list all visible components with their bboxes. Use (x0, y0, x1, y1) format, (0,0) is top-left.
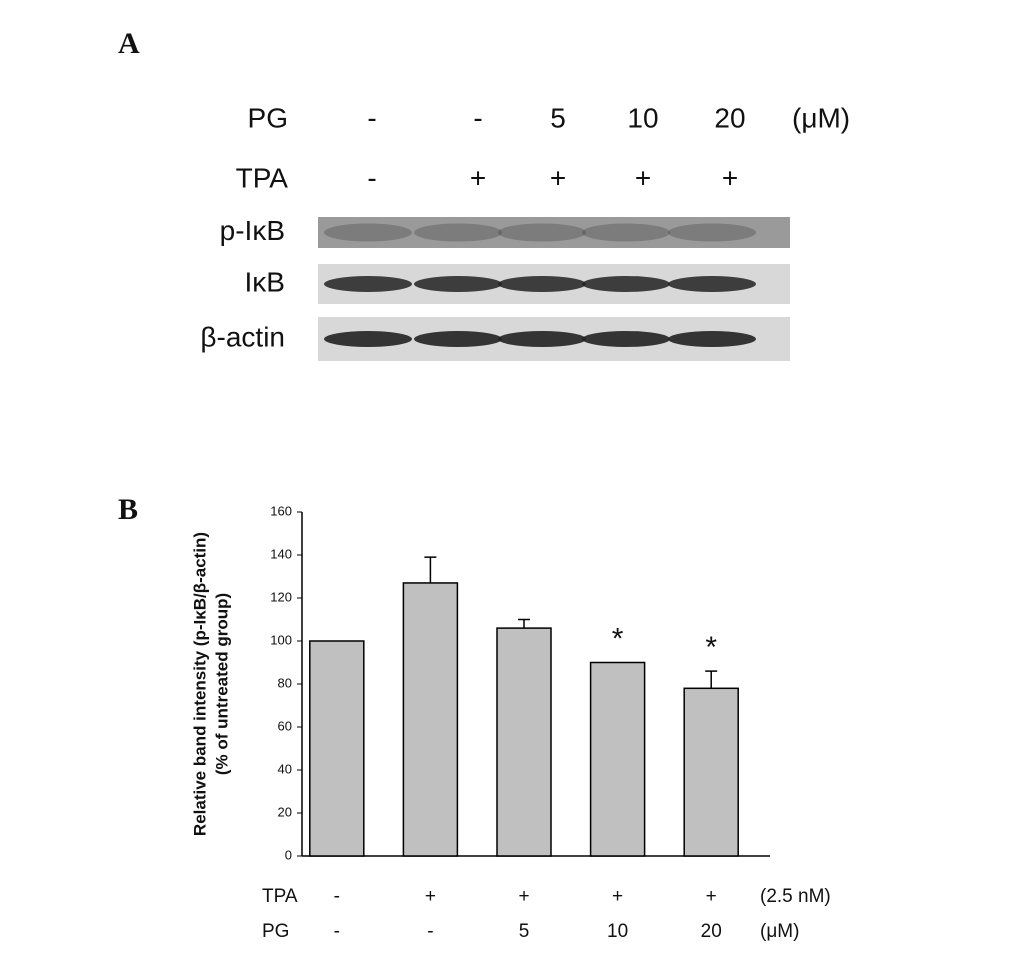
band (668, 331, 756, 347)
treatment-value: + (612, 886, 623, 907)
treatment-value: 10 (607, 921, 628, 942)
bar (402, 582, 459, 857)
lane-label: + (722, 162, 738, 193)
panel-label: A (118, 27, 140, 60)
lane-label: + (635, 162, 651, 193)
lane-label: + (470, 162, 486, 193)
unit-label: (μM) (792, 102, 850, 133)
band (498, 276, 586, 292)
lane-label: - (473, 102, 482, 133)
treatment-value: 20 (701, 921, 722, 942)
unit-label: (2.5 nM) (760, 886, 831, 907)
y-tick-label: 40 (278, 761, 292, 776)
treatment-value: 5 (519, 921, 530, 942)
band (582, 331, 670, 347)
band (498, 331, 586, 347)
blot-label: IκB (245, 266, 285, 297)
y-tick-label: 80 (278, 675, 292, 690)
row-label: TPA (236, 162, 289, 193)
treatment-value: - (334, 886, 340, 907)
y-tick-label: 140 (270, 546, 292, 561)
band (414, 276, 502, 292)
band (582, 276, 670, 292)
significance: * (705, 631, 717, 664)
bar (683, 687, 739, 857)
bar (309, 640, 365, 857)
significance: * (612, 622, 624, 655)
unit-label: (μM) (760, 921, 799, 942)
lane-label: - (367, 162, 376, 193)
lane-label: + (550, 162, 566, 193)
row-label: PG (248, 102, 288, 133)
y-axis-label: (% of untreated group) (212, 593, 231, 775)
band (324, 276, 412, 292)
treatment-value: - (427, 921, 433, 942)
y-tick-label: 0 (285, 847, 292, 862)
y-tick-label: 160 (270, 503, 292, 518)
band (668, 223, 756, 242)
band (498, 223, 586, 242)
lane-label: 20 (714, 102, 745, 133)
panel-label: B (118, 493, 138, 526)
y-axis-label: Relative band intensity (p-IκB/β-actin) (190, 532, 209, 836)
lane-label: - (367, 102, 376, 133)
treatment-label: TPA (262, 886, 298, 907)
treatment-value: + (706, 886, 717, 907)
band (324, 223, 412, 242)
treatment-value: + (425, 886, 436, 907)
y-tick-label: 100 (270, 632, 292, 647)
lane-label: 5 (550, 102, 566, 133)
treatment-value: + (518, 886, 529, 907)
y-tick-label: 120 (270, 589, 292, 604)
bar (589, 661, 646, 857)
y-tick-label: 20 (278, 804, 292, 819)
blot-label: β-actin (200, 321, 285, 352)
treatment-value: - (334, 921, 340, 942)
band (414, 331, 502, 347)
band (668, 276, 756, 292)
band (414, 223, 502, 242)
band (582, 223, 670, 242)
bar (496, 627, 552, 857)
treatment-label: PG (262, 921, 289, 942)
blot-label: p-IκB (220, 215, 285, 246)
lane-label: 10 (627, 102, 658, 133)
band (324, 331, 412, 347)
y-tick-label: 60 (278, 718, 292, 733)
blot-strip (318, 217, 790, 248)
